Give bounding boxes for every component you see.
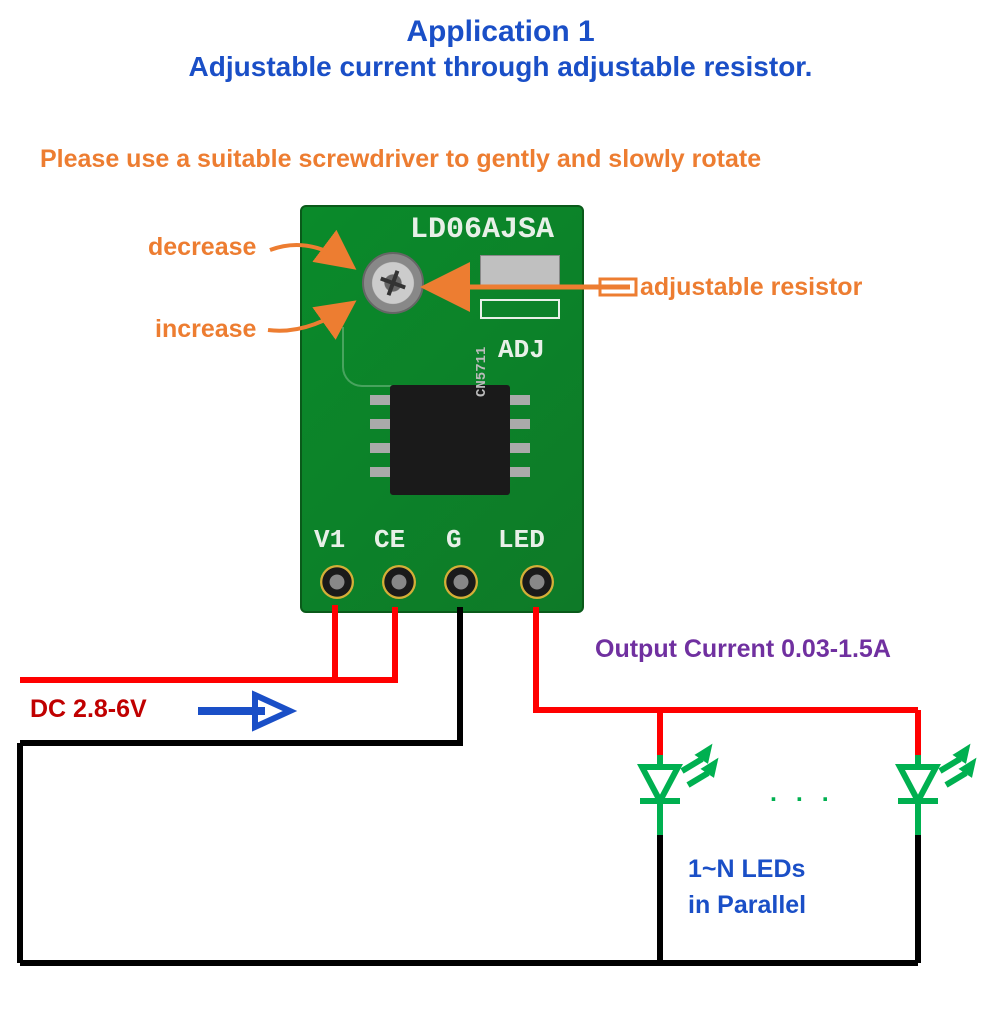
solder-pad-g-icon (444, 565, 478, 599)
pcb-model-label: LD06AJSA (410, 213, 554, 247)
instruction-text: Please use a suitable screwdriver to gen… (40, 145, 761, 174)
adj-pad-outline-icon (480, 299, 560, 319)
page-title: Application 1 (0, 15, 1001, 49)
led-symbol-1-icon (640, 750, 714, 835)
adjustable-resistor-label: adjustable resistor (640, 273, 862, 302)
led-symbol-2-icon (898, 750, 972, 835)
ic-chip-icon: CN5711 (390, 385, 510, 495)
page-subtitle: Adjustable current through adjustable re… (0, 51, 1001, 83)
input-voltage-label: DC 2.8-6V (30, 695, 147, 724)
solder-pad-led-icon (520, 565, 554, 599)
solder-pad-v1-icon (320, 565, 354, 599)
solder-pad-ce-icon (382, 565, 416, 599)
led-dots: . . . (770, 779, 835, 808)
pin-g-label: G (446, 525, 462, 555)
pcb-board: LD06AJSA ADJ CN5711 V1 CE G LED (300, 205, 584, 613)
arrow-right-icon (198, 695, 290, 727)
pin-led-label: LED (498, 525, 545, 555)
output-current-label: Output Current 0.03-1.5A (595, 635, 891, 664)
increase-label: increase (155, 315, 256, 344)
decrease-label: decrease (148, 233, 256, 262)
pin-v1-label: V1 (314, 525, 345, 555)
adj-pad-icon (480, 255, 560, 289)
adj-silk-label: ADJ (498, 335, 545, 365)
potentiometer-icon (362, 252, 424, 314)
leds-label-line1: 1~N LEDs (688, 855, 805, 884)
leds-label-line2: in Parallel (688, 891, 806, 920)
ic-marking-label: CN5711 (474, 347, 490, 397)
pin-ce-label: CE (374, 525, 405, 555)
